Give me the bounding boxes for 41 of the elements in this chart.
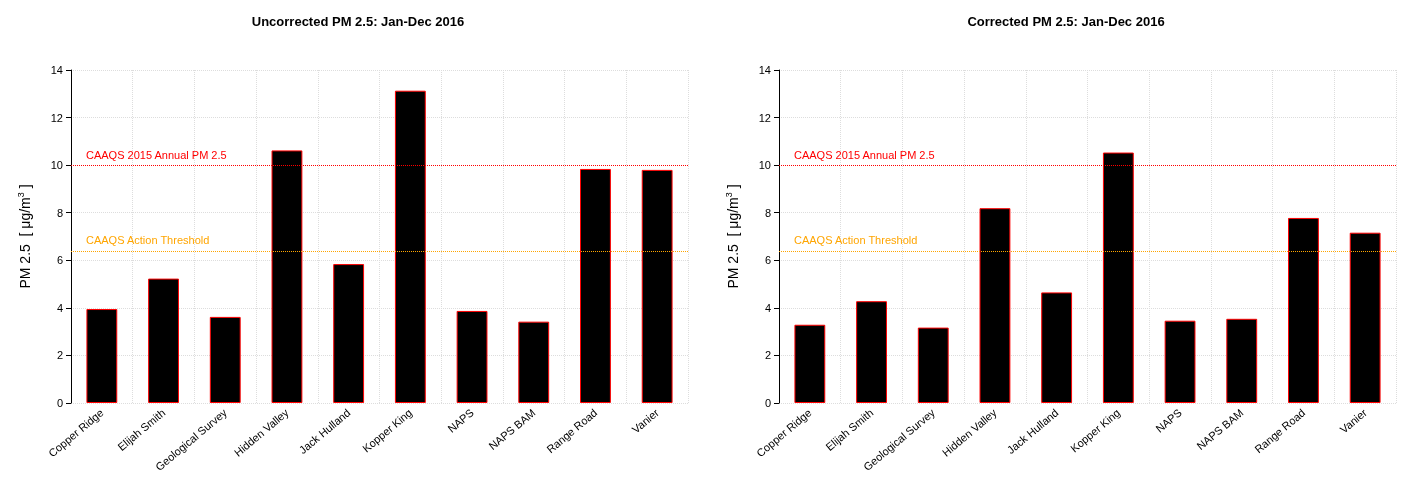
bar (979, 208, 1011, 403)
y-tick-label: 0 (764, 397, 771, 409)
y-tick-label: 4 (56, 301, 63, 314)
chart-title: Corrected PM 2.5: Jan-Dec 2016 (967, 14, 1165, 29)
bar (86, 309, 118, 403)
y-tick-label: 2 (764, 349, 771, 362)
y-tick-label: 6 (764, 254, 771, 267)
bar (1164, 320, 1196, 403)
bar (856, 301, 887, 403)
bar (1349, 232, 1381, 403)
ref-line-label: CAAQS Action Threshold (86, 234, 210, 247)
ref-line-label: CAAQS 2015 Annual PM 2.5 (794, 148, 935, 161)
bar (209, 316, 241, 403)
bar (333, 264, 365, 403)
bar (518, 321, 550, 403)
bar (148, 278, 179, 403)
y-tick-label: 14 (758, 64, 771, 76)
bar (917, 327, 949, 403)
ref-line-label: CAAQS 2015 Annual PM 2.5 (86, 148, 227, 161)
bar (456, 310, 488, 403)
y-tick-label: 0 (56, 397, 63, 409)
y-tick-label: 10 (50, 159, 63, 172)
bar (794, 324, 826, 403)
bar (641, 169, 673, 403)
ref-line-label: CAAQS Action Threshold (794, 234, 918, 247)
bar (580, 168, 611, 403)
y-tick-label: 8 (56, 206, 63, 219)
y-axis-title: PM 2.5 [ μg/m3 ] (723, 184, 741, 289)
y-tick-label: 4 (764, 301, 771, 314)
y-axis-title: PM 2.5 [ μg/m3 ] (15, 184, 33, 289)
bar (1226, 318, 1258, 403)
y-tick-label: 8 (764, 206, 771, 219)
bar (1041, 292, 1073, 403)
y-tick-label: 2 (56, 349, 63, 362)
y-tick-label: 10 (758, 159, 771, 172)
bar (1288, 217, 1319, 403)
y-tick-label: 12 (758, 111, 771, 124)
y-tick-label: 14 (50, 64, 63, 76)
y-tick-label: 6 (56, 254, 63, 267)
y-tick-label: 12 (50, 111, 63, 124)
chart-title: Uncorrected PM 2.5: Jan-Dec 2016 (251, 14, 465, 29)
